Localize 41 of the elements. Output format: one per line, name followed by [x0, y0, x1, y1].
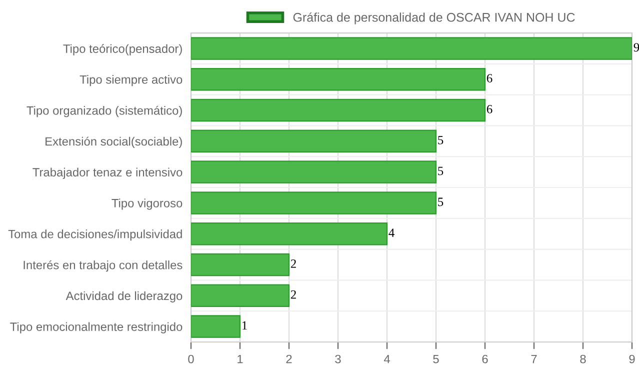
x-tick-label: 1 — [238, 354, 243, 364]
y-tick-label: Tipo siempre activo — [80, 75, 182, 86]
bar — [191, 37, 632, 60]
data-label: 5 — [438, 198, 444, 206]
bar — [191, 253, 290, 276]
data-label: 5 — [438, 166, 444, 176]
x-tick-label: 5 — [433, 354, 439, 364]
data-label: 9 — [634, 43, 639, 52]
y-tick-label: Tipo emocionalmente restringido — [10, 322, 182, 334]
x-tick-label: 2 — [286, 354, 292, 364]
bar — [191, 160, 437, 184]
data-label: 6 — [486, 74, 492, 82]
y-tick-label: Trabajador tenaz e intensivo — [32, 168, 182, 179]
x-tick-label: 9 — [629, 354, 635, 364]
bar — [191, 98, 486, 122]
y-tick-label: Toma de decisiones/impulsividad — [8, 230, 182, 241]
data-label: 5 — [438, 136, 444, 144]
data-label: 2 — [290, 259, 296, 268]
y-tick-label: Interés en trabajo con detalles — [24, 260, 182, 272]
x-tick-label: 7 — [531, 354, 537, 364]
data-label: 6 — [486, 104, 492, 114]
y-tick-label: Actividad de liderazgo — [66, 291, 182, 302]
bar — [191, 68, 486, 91]
bar — [191, 130, 437, 153]
bar — [191, 222, 388, 246]
bar — [191, 315, 241, 338]
x-tick-label: 3 — [335, 354, 341, 364]
data-label: 2 — [290, 290, 296, 299]
x-tick-label: 0 — [188, 354, 194, 364]
x-tick-label: 8 — [580, 354, 586, 364]
data-label: 1 — [242, 321, 247, 330]
bar — [191, 284, 290, 308]
x-tick-label: 6 — [482, 354, 488, 364]
y-tick-label: Tipo vigoroso — [112, 198, 182, 210]
y-tick-label: Extensión social(sociable) — [46, 136, 182, 148]
y-tick-label: Tipo organizado (sistemático) — [26, 106, 182, 118]
bar — [191, 192, 437, 214]
data-label: 4 — [388, 228, 394, 237]
x-tick-label: 4 — [384, 354, 390, 364]
y-tick-label: Tipo teórico(pensador) — [63, 44, 182, 56]
legend-label: Gráfica de personalidad de OSCAR IVAN NOH UC — [293, 12, 575, 24]
